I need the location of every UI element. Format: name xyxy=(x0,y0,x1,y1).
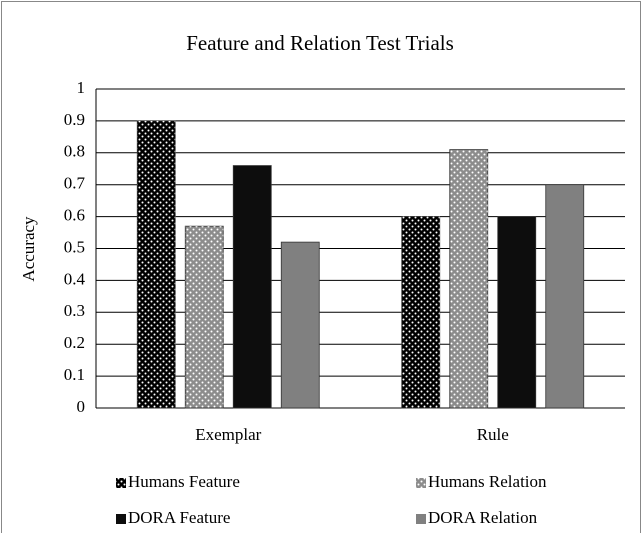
y-tick-label: 0 xyxy=(77,397,86,416)
bar xyxy=(184,225,224,409)
x-tick-label: Exemplar xyxy=(195,425,261,444)
legend-label: DORA Feature xyxy=(128,508,230,527)
y-tick-label: 0.7 xyxy=(64,174,86,193)
bar xyxy=(280,241,320,409)
y-tick-label: 0.6 xyxy=(64,206,85,225)
legend-swatch xyxy=(116,514,126,524)
bar xyxy=(449,149,489,409)
y-tick-label: 0.4 xyxy=(64,269,86,288)
bar xyxy=(401,216,441,409)
y-tick-label: 0.1 xyxy=(64,365,85,384)
bar xyxy=(136,120,176,409)
legend-label: Humans Feature xyxy=(128,472,240,491)
y-tick-label: 0.2 xyxy=(64,333,85,352)
y-tick-label: 1 xyxy=(77,78,86,97)
y-tick-label: 0.9 xyxy=(64,110,85,129)
y-tick-label: 0.8 xyxy=(64,142,85,161)
legend-swatch-pattern xyxy=(116,478,126,488)
bar xyxy=(232,165,272,409)
x-tick-label: Rule xyxy=(477,425,509,444)
bar xyxy=(545,184,585,409)
y-axis-label: Accuracy xyxy=(19,216,38,282)
legend-label: Humans Relation xyxy=(428,472,547,491)
legend-label: DORA Relation xyxy=(428,508,538,527)
legend-swatch-pattern xyxy=(416,478,426,488)
y-tick-label: 0.3 xyxy=(64,301,85,320)
y-tick-label: 0.5 xyxy=(64,237,85,256)
bar xyxy=(497,216,537,409)
legend-swatch xyxy=(416,514,426,524)
chart-title: Feature and Relation Test Trials xyxy=(186,31,454,55)
